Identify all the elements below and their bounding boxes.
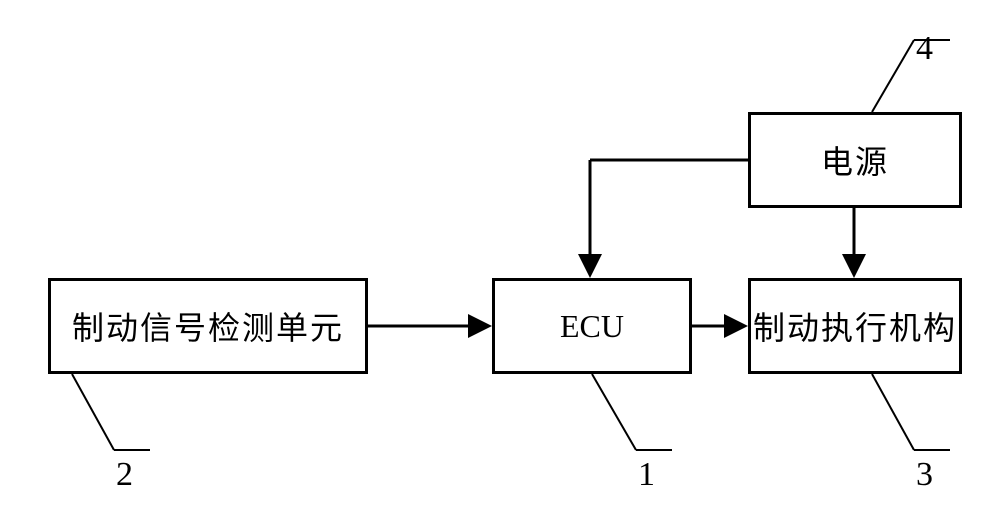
box-brake-signal-detection-unit: 制动信号检测单元 <box>48 278 368 374</box>
diagram-canvas: 制动信号检测单元 ECU 制动执行机构 电源 1 2 3 4 <box>0 0 1000 518</box>
connector-overlay <box>0 0 1000 518</box>
box-label: ECU <box>560 308 624 345</box>
callout-number-1: 1 <box>638 456 655 494</box>
box-brake-actuator: 制动执行机构 <box>748 278 962 374</box>
callout-number-3: 3 <box>916 456 933 494</box>
box-power-supply: 电源 <box>748 112 962 208</box>
box-label: 电源 <box>821 137 889 183</box>
callout-number-4: 4 <box>916 30 933 68</box>
box-label: 制动信号检测单元 <box>72 303 344 349</box>
box-ecu: ECU <box>492 278 692 374</box>
box-label: 制动执行机构 <box>753 303 957 349</box>
callout-number-2: 2 <box>116 456 133 494</box>
